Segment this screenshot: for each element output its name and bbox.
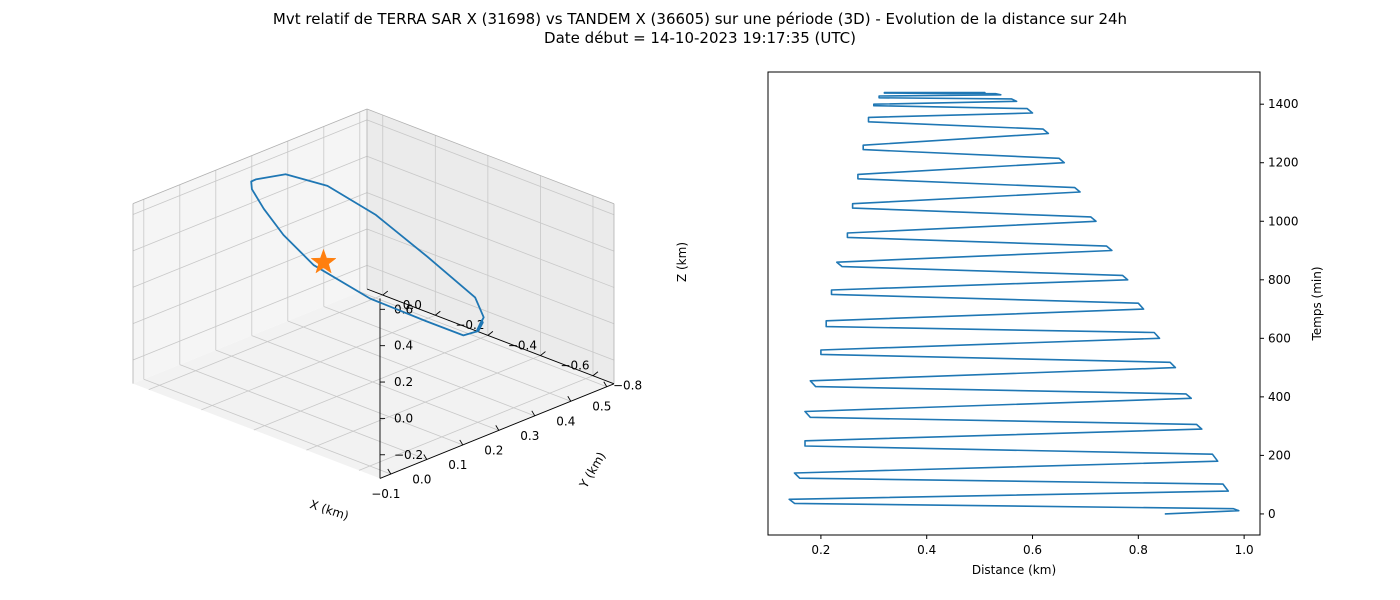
grid-x-floor (251, 335, 499, 431)
grid-z-wall-x (366, 119, 615, 216)
y-tick (435, 310, 441, 316)
grid-x-floor (215, 349, 463, 446)
grid-z-wall-x (366, 228, 615, 325)
distance-line (788, 91, 1240, 515)
plot-frame (767, 71, 1261, 536)
z-tick-label: 0.2 (394, 375, 413, 389)
grid-z-wall-y (132, 264, 368, 361)
y-tick-label: 0 (1268, 507, 1276, 521)
figure-title-line1: Mvt relatif de TERRA SAR X (31698) vs TA… (272, 10, 1128, 28)
x-axis-label: X (km) (308, 497, 350, 523)
y-axis-label: Temps (min) (1310, 266, 1324, 341)
x-tick-label: 0.3 (520, 429, 539, 443)
grid-z-wall-x (366, 264, 615, 361)
y-tick-label: −0.4 (508, 338, 537, 352)
pane-edge (366, 108, 615, 205)
back-wall-y (133, 109, 367, 384)
z-tick-label: 0.4 (394, 339, 413, 353)
y-axis-label: Y (km) (576, 450, 608, 492)
trajectory-line (250, 173, 485, 337)
chart-distance-vs-time: 0.2 0.4 0.6 0.8 1.0 0 200 400 600 800 1000 1200 1400… (767, 71, 1324, 577)
grid-z-wall-y (132, 192, 368, 288)
back-wall-x (367, 109, 614, 384)
figure-title: Mvt relatif de TERRA SAR X (31698) vs TA… (0, 10, 1400, 48)
y-tick-label: 1000 (1268, 214, 1299, 228)
x-tick (387, 468, 392, 475)
x-tick-label: 0.5 (592, 400, 611, 414)
y-tick (487, 331, 494, 336)
y-tick-label: 400 (1268, 390, 1291, 404)
grid-x-floor (323, 306, 571, 402)
x-tick (459, 439, 464, 446)
pane-edge (132, 108, 368, 204)
x-tick-label: −0.1 (371, 487, 400, 501)
z-axis-label: Z (km) (675, 242, 689, 282)
grid-y-floor (201, 314, 436, 411)
x-tick-label: 0.4 (917, 543, 936, 557)
grid-y-floor (358, 375, 594, 471)
grid-z-wall-y (132, 155, 368, 252)
x-tick-label: 1.0 (1235, 543, 1254, 557)
y-tick-label: 0.0 (403, 298, 422, 312)
chart-3d-trajectory: −0.1 0.0 0.1 0.2 0.3 0.4 0.5−0.8 −0.6 −0.4 −0.2 0.… (132, 108, 689, 523)
figure-title-line2: Date début = 14-10-2023 19:17:35 (UTC) (544, 29, 856, 47)
grid-z-wall-x (366, 192, 615, 288)
grid-y-floor (253, 335, 489, 431)
z-tick-label: 0.0 (394, 411, 413, 425)
x-tick-label: 0.2 (811, 543, 830, 557)
y-tick (382, 290, 389, 296)
grid-x-floor (179, 364, 427, 460)
z-tick-label: −0.2 (394, 448, 423, 462)
y-tick-label: 200 (1268, 448, 1291, 462)
grid-z-wall-y (132, 119, 368, 215)
grid-x-floor (359, 291, 607, 388)
y-axis-line (366, 288, 615, 385)
star-marker (310, 248, 337, 274)
y-tick-label: 1200 (1268, 156, 1299, 170)
y-tick-label: 800 (1268, 273, 1291, 287)
z-tick-label: 0.6 (394, 302, 413, 316)
x-tick-label: 0.0 (412, 472, 431, 486)
grid-y-floor (148, 294, 383, 391)
grid-z-wall-y (132, 228, 368, 324)
grid-z-wall-x (366, 155, 615, 252)
x-tick-label: 0.2 (484, 443, 503, 457)
x-tick-label: 0.6 (1023, 543, 1042, 557)
x-axis-label: Distance (km) (972, 563, 1056, 577)
x-tick (423, 454, 428, 460)
x-tick-label: 0.8 (1129, 543, 1148, 557)
y-tick (540, 351, 546, 356)
x-axis-line (379, 383, 615, 479)
x-tick (495, 425, 500, 431)
y-tick-label: −0.6 (560, 359, 589, 373)
grid-x-floor (287, 320, 535, 417)
x-tick (603, 381, 608, 387)
y-tick-label: 1400 (1268, 97, 1299, 111)
y-tick-label: −0.8 (613, 379, 642, 393)
grid-y-floor (306, 355, 541, 451)
y-tick (592, 371, 599, 377)
grid-x-floor (143, 378, 391, 475)
x-tick-label: 0.1 (448, 458, 467, 472)
x-tick (531, 410, 536, 417)
x-tick (567, 396, 572, 402)
x-tick-label: 0.4 (556, 414, 575, 428)
y-tick-label: 600 (1268, 331, 1291, 345)
